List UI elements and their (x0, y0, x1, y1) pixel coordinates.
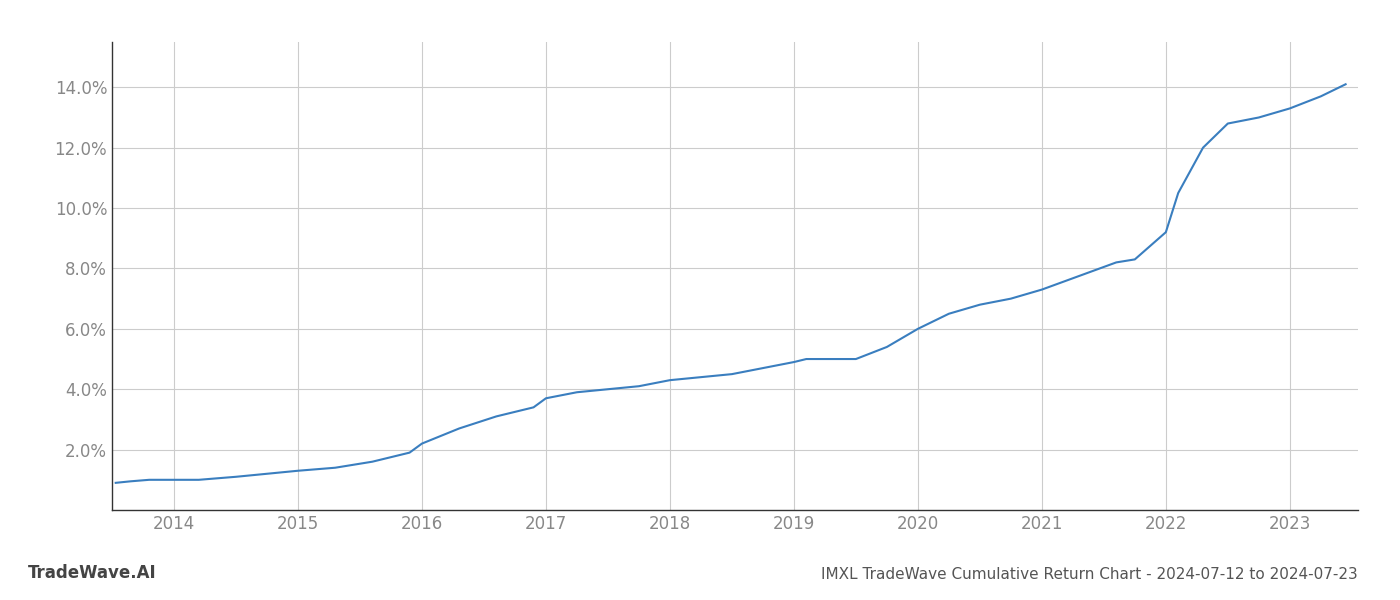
Text: IMXL TradeWave Cumulative Return Chart - 2024-07-12 to 2024-07-23: IMXL TradeWave Cumulative Return Chart -… (822, 567, 1358, 582)
Text: TradeWave.AI: TradeWave.AI (28, 564, 157, 582)
